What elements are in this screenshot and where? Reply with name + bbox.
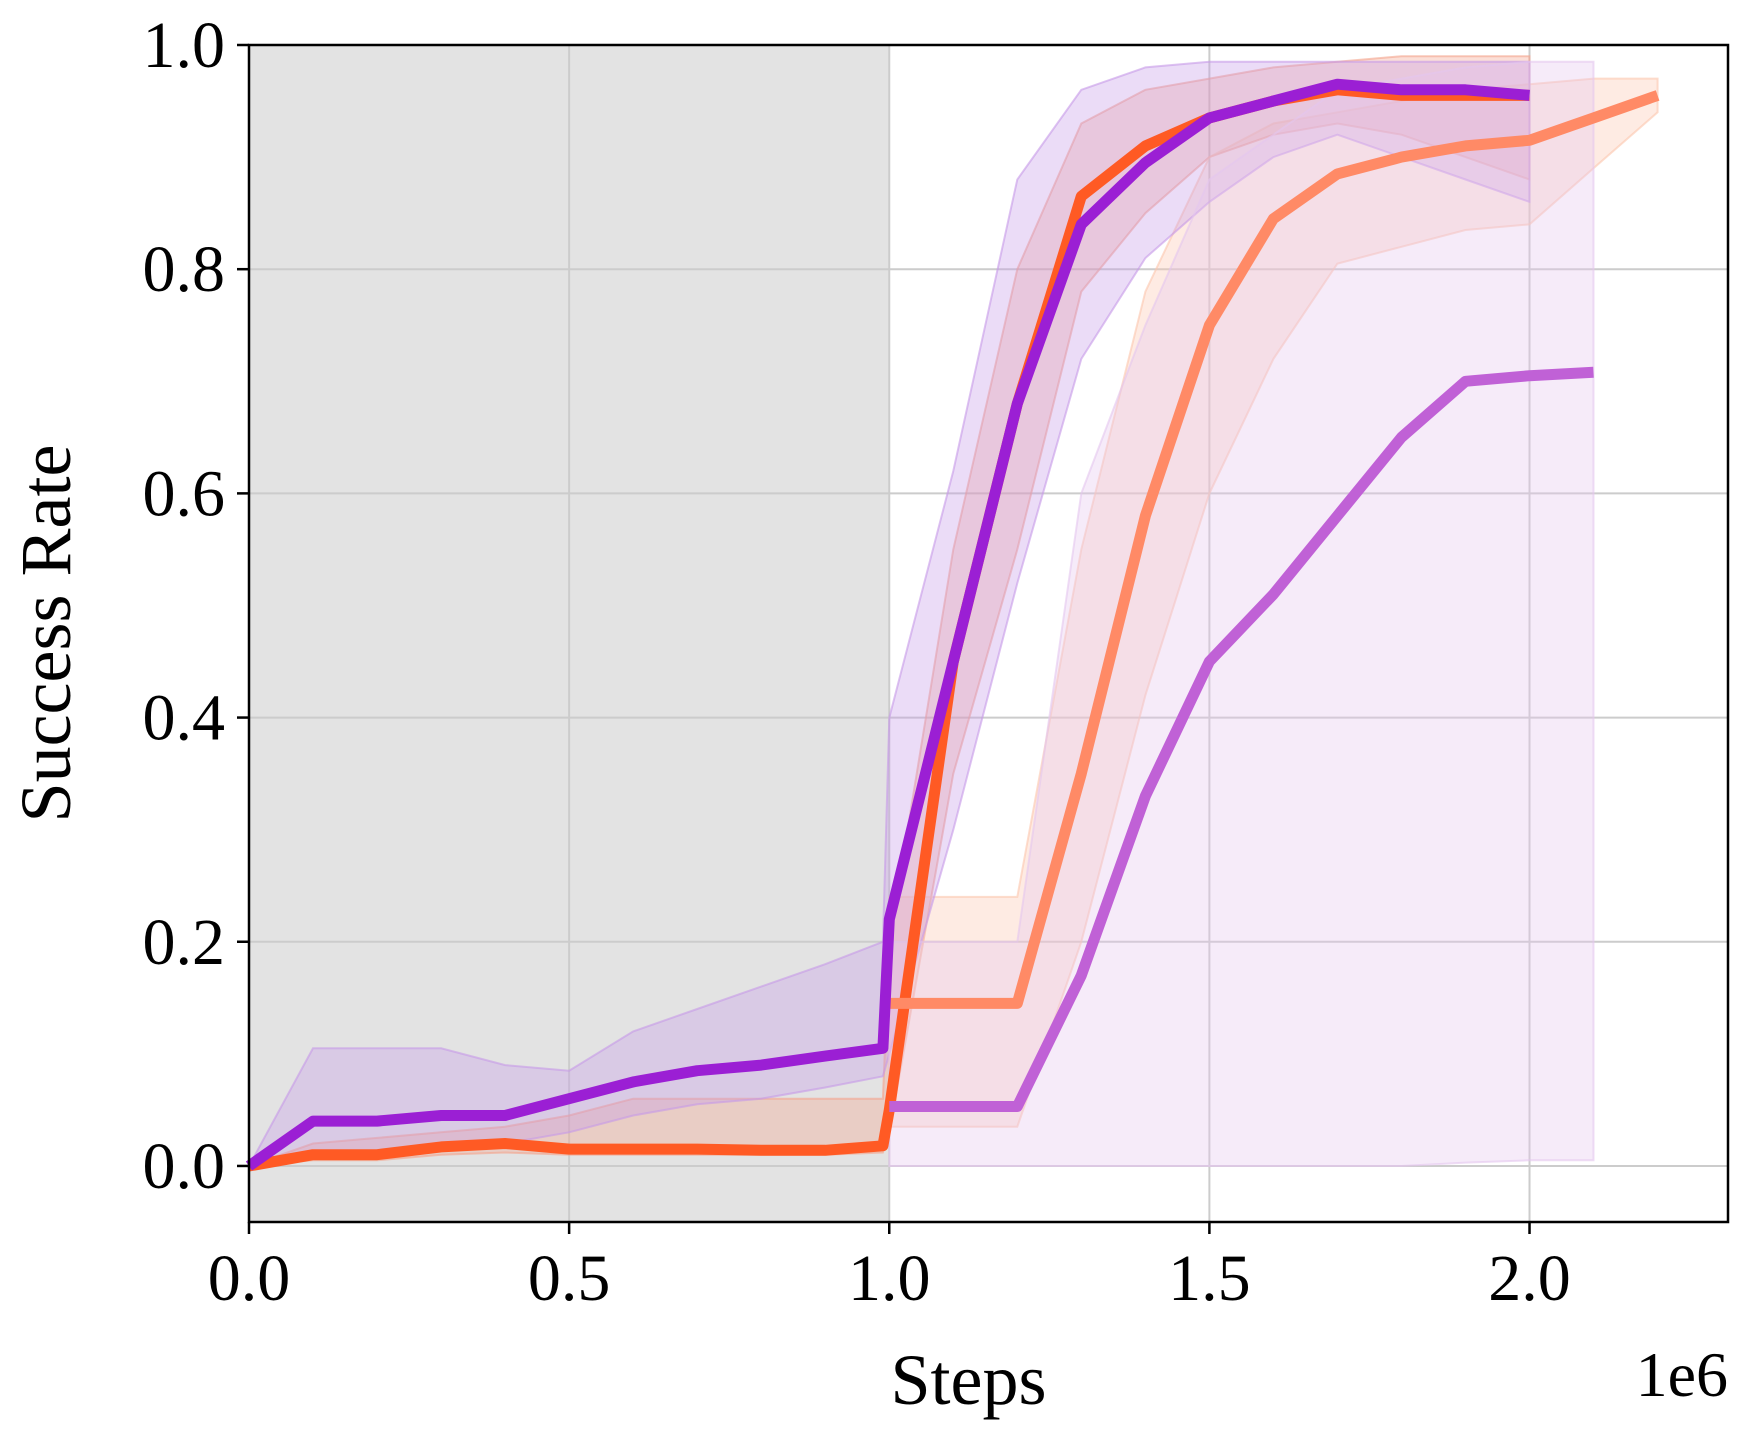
x-tick-label: 0.0 — [208, 1242, 291, 1315]
y-tick-label: 0.4 — [143, 682, 226, 755]
y-axis-title: Success Rate — [6, 445, 86, 823]
x-tick-label: 2.0 — [1488, 1242, 1571, 1315]
series-band-2 — [888, 77, 1659, 1128]
axes-frame — [247, 43, 1730, 1224]
x-tick-label: 1.0 — [848, 1242, 931, 1315]
plot-frame — [247, 43, 1730, 1224]
x-tick-label: 0.5 — [528, 1242, 611, 1315]
y-tick-label: 0.8 — [143, 233, 226, 306]
x-axis-offset-label: 1e6 — [1636, 1339, 1728, 1410]
series-band-4 — [888, 60, 1595, 1167]
series-line-4 — [889, 366, 1594, 1112]
y-tick-label: 0.0 — [143, 1130, 226, 1203]
x-axis-title: Steps — [890, 1340, 1046, 1420]
y-tick-label: 1.0 — [143, 9, 226, 82]
series-line-3 — [245, 78, 1530, 1171]
series-lines — [245, 78, 1660, 1172]
x-tick-label: 1.5 — [1168, 1242, 1251, 1315]
series-line-2 — [889, 90, 1660, 1009]
y-tick-label: 0.6 — [143, 457, 226, 530]
y-tick-label: 0.2 — [143, 906, 226, 979]
axis-ticks: 0.0 0.5 1.0 1.5 2.0 0.0 0.2 0.4 0.6 0.8 1.0 — [143, 9, 1571, 1315]
